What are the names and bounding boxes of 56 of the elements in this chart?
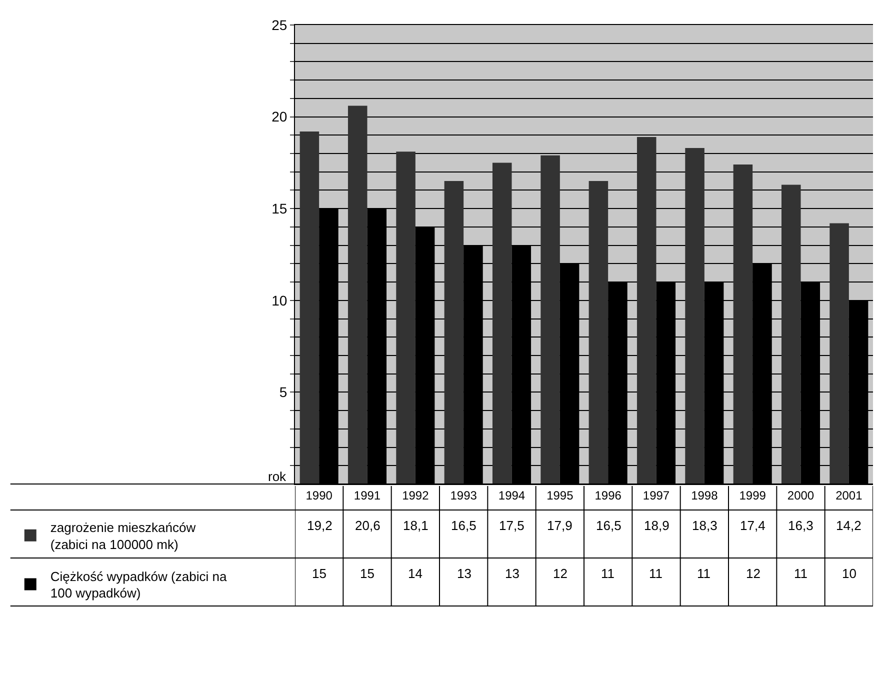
- x-tick-label: 1996: [594, 488, 622, 502]
- data-label: 14,2: [836, 518, 862, 533]
- data-label: 12: [553, 566, 568, 581]
- bar: [300, 131, 320, 484]
- bar: [444, 181, 464, 484]
- data-label: 11: [697, 566, 710, 581]
- legend-label: Ciężkość wypadków (zabici na 100 wypadków): [50, 568, 228, 601]
- data-label: 16,3: [788, 518, 814, 533]
- bar: [830, 223, 849, 484]
- data-label: 18,9: [644, 518, 670, 533]
- x-tick-label: 1995: [546, 488, 574, 502]
- y-tick-label: 15: [272, 200, 288, 216]
- x-tick-label: 1997: [642, 488, 670, 502]
- bar: [781, 184, 801, 484]
- bar: [588, 181, 608, 484]
- data-label: 11: [601, 566, 614, 581]
- bar: [396, 152, 416, 484]
- y-tick-label: 25: [272, 16, 288, 33]
- data-label: 12: [746, 566, 760, 581]
- data-label: 16,5: [596, 518, 622, 533]
- data-label: 18,1: [403, 518, 428, 533]
- x-tick-label: 1993: [450, 488, 478, 502]
- x-tick-label: 2000: [787, 488, 814, 502]
- data-label: 18,3: [692, 518, 718, 533]
- y-tick-label: 20: [272, 108, 288, 125]
- data-label: 16,5: [451, 518, 476, 533]
- data-label: 17,5: [499, 518, 524, 533]
- x-tick-label: 1994: [498, 488, 526, 502]
- data-label: 15: [360, 566, 374, 581]
- data-label: 17,4: [740, 518, 766, 533]
- bar: [540, 155, 560, 484]
- data-label: 20,6: [355, 518, 380, 533]
- x-tick-label: 1999: [739, 488, 766, 502]
- bar: [492, 162, 512, 484]
- data-label: 11: [649, 566, 662, 581]
- x-tick-label: 1990: [306, 488, 333, 502]
- data-label: 14: [408, 566, 422, 581]
- bar: [733, 164, 753, 484]
- x-axis-title: rok: [268, 469, 287, 484]
- bar: [636, 137, 656, 484]
- y-tick-label: 10: [272, 292, 288, 308]
- bar: [685, 148, 704, 484]
- data-label: 19,2: [307, 518, 332, 533]
- data-label: 10: [842, 566, 856, 581]
- data-label: 13: [457, 566, 472, 581]
- legend-label: zagrożenie mieszkańców (zabici na 100000 mk): [50, 520, 196, 552]
- x-tick-label: 2001: [836, 488, 863, 502]
- data-label: 11: [794, 566, 808, 581]
- bar: [348, 106, 368, 484]
- data-label: 17,9: [547, 518, 572, 533]
- data-label: 15: [312, 566, 326, 581]
- x-tick-label: 1991: [354, 488, 381, 502]
- y-tick-label: 5: [279, 384, 288, 400]
- data-label: 13: [505, 566, 520, 581]
- x-tick-label: 1998: [691, 488, 718, 502]
- x-tick-label: 1992: [402, 488, 430, 502]
